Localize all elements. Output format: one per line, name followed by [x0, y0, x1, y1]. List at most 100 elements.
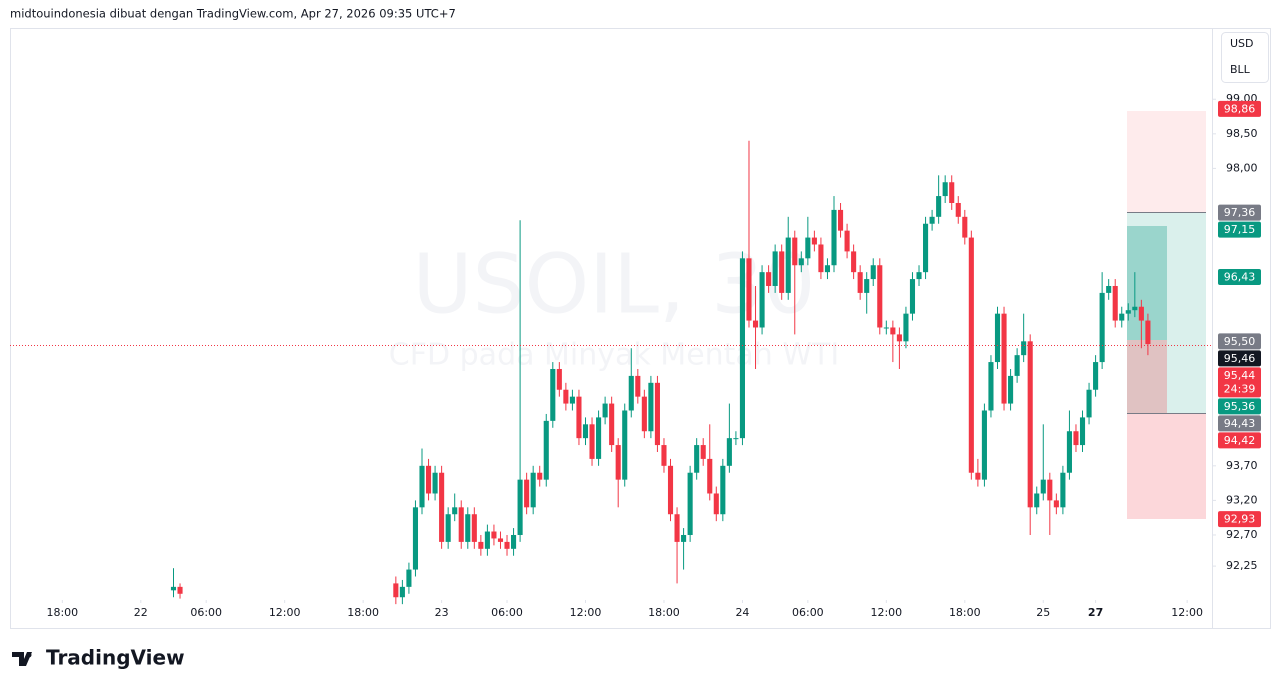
x-tick-label: 12:00 — [870, 606, 902, 619]
candle-body — [1001, 313, 1007, 404]
x-tick-label: 22 — [134, 606, 148, 619]
x-tick-label: 12:00 — [269, 606, 301, 619]
candle-body — [949, 182, 955, 203]
candle-body — [877, 265, 883, 328]
candle-body — [497, 538, 504, 542]
candle-body — [994, 313, 1001, 363]
position-stop-zone — [1127, 111, 1206, 212]
candle-body — [1099, 292, 1105, 363]
price-tag — [1218, 367, 1261, 398]
candle-body — [419, 465, 425, 508]
x-tick-label: 25 — [1036, 606, 1050, 619]
candle-body — [988, 362, 994, 411]
candle-body — [543, 420, 549, 480]
x-tick-label: 06:00 — [491, 606, 523, 619]
price-tag — [1218, 204, 1261, 221]
candle-body — [811, 237, 817, 245]
candle-body — [661, 445, 667, 466]
candle-body — [851, 251, 857, 273]
candle-body — [628, 375, 634, 411]
candle-body — [393, 583, 399, 598]
y-tick-label: 93,70 — [1226, 459, 1258, 472]
price-tag-label: 97,15 — [1224, 223, 1256, 236]
chart-frame — [10, 28, 1271, 629]
price-tag-label: 97,36 — [1224, 206, 1256, 219]
candle-body — [700, 445, 706, 459]
candle-body — [1073, 431, 1079, 446]
price-tag-label: 95,36 — [1224, 400, 1256, 413]
candle-body — [1014, 355, 1020, 376]
x-tick-label: 24 — [735, 606, 749, 619]
price-countdown: 24:39 — [1224, 382, 1256, 395]
price-tag — [1218, 350, 1261, 367]
candle-body — [733, 438, 739, 440]
candle-body — [739, 258, 745, 439]
candle-body — [1125, 310, 1131, 314]
candle-body — [779, 251, 785, 293]
x-tick-label: 23 — [435, 606, 449, 619]
candle-body — [785, 237, 791, 293]
candle-body — [1027, 341, 1033, 508]
y-tick-label: 98,50 — [1226, 127, 1258, 140]
candle-body — [556, 368, 562, 390]
position-stop-zone — [1127, 340, 1167, 413]
candle-body — [837, 209, 844, 231]
candle-body — [517, 479, 523, 535]
candle-body — [1145, 320, 1151, 345]
candle-body — [681, 534, 687, 542]
candle-body — [687, 472, 693, 535]
x-tick-label: 06:00 — [792, 606, 824, 619]
candle-body — [1079, 417, 1086, 446]
price-tag — [1218, 221, 1261, 238]
unit-label[interactable]: BLL — [1230, 63, 1251, 76]
candle-body — [504, 541, 510, 549]
candle-body — [792, 237, 798, 266]
candle-body — [903, 313, 909, 342]
price-tag — [1218, 511, 1261, 528]
candle-body — [484, 531, 490, 549]
axis-unit-box[interactable] — [1221, 32, 1269, 83]
x-tick-label: 18:00 — [949, 606, 981, 619]
candles — [170, 140, 1151, 605]
candle-body — [766, 272, 772, 286]
price-tag-label: 98,86 — [1224, 102, 1256, 115]
candle-body — [1086, 389, 1092, 418]
candle-body — [896, 334, 902, 342]
candle-body — [641, 396, 647, 432]
candle-body — [942, 182, 948, 197]
price-tag — [1218, 268, 1261, 285]
candle-body — [1066, 431, 1072, 473]
candle-body — [406, 569, 412, 587]
candle-body — [1040, 479, 1046, 494]
candle-body — [654, 382, 660, 446]
brand-logo — [12, 652, 32, 666]
candle-body — [563, 389, 569, 404]
candle-body — [864, 279, 870, 293]
candle-body — [772, 251, 778, 286]
candle-body — [622, 410, 628, 480]
price-tag — [1218, 100, 1261, 117]
candle-body — [975, 472, 981, 480]
header-caption: midtouindonesia dibuat dengan TradingVie… — [10, 7, 456, 21]
candle-body — [648, 382, 654, 432]
candle-body — [602, 403, 608, 418]
brand-name: TradingView — [46, 646, 185, 670]
candle-body — [844, 230, 850, 252]
candle-body — [1021, 341, 1027, 356]
candle-body — [550, 368, 556, 421]
candle-body — [831, 209, 837, 266]
price-tag-label: 95,50 — [1224, 335, 1256, 348]
candle-body — [412, 507, 419, 570]
candle-body — [596, 417, 602, 459]
x-tick-label: 06:00 — [190, 606, 222, 619]
candle-body — [1093, 362, 1099, 390]
candle-body — [890, 327, 896, 335]
candle-body — [170, 586, 177, 591]
candle-body — [491, 531, 497, 539]
candle-body — [1060, 472, 1066, 508]
candle-body — [674, 514, 680, 542]
currency-label[interactable]: USD — [1230, 37, 1254, 50]
candle-body — [439, 472, 445, 542]
candle-body — [399, 586, 405, 598]
x-tick-label: 18:00 — [347, 606, 379, 619]
